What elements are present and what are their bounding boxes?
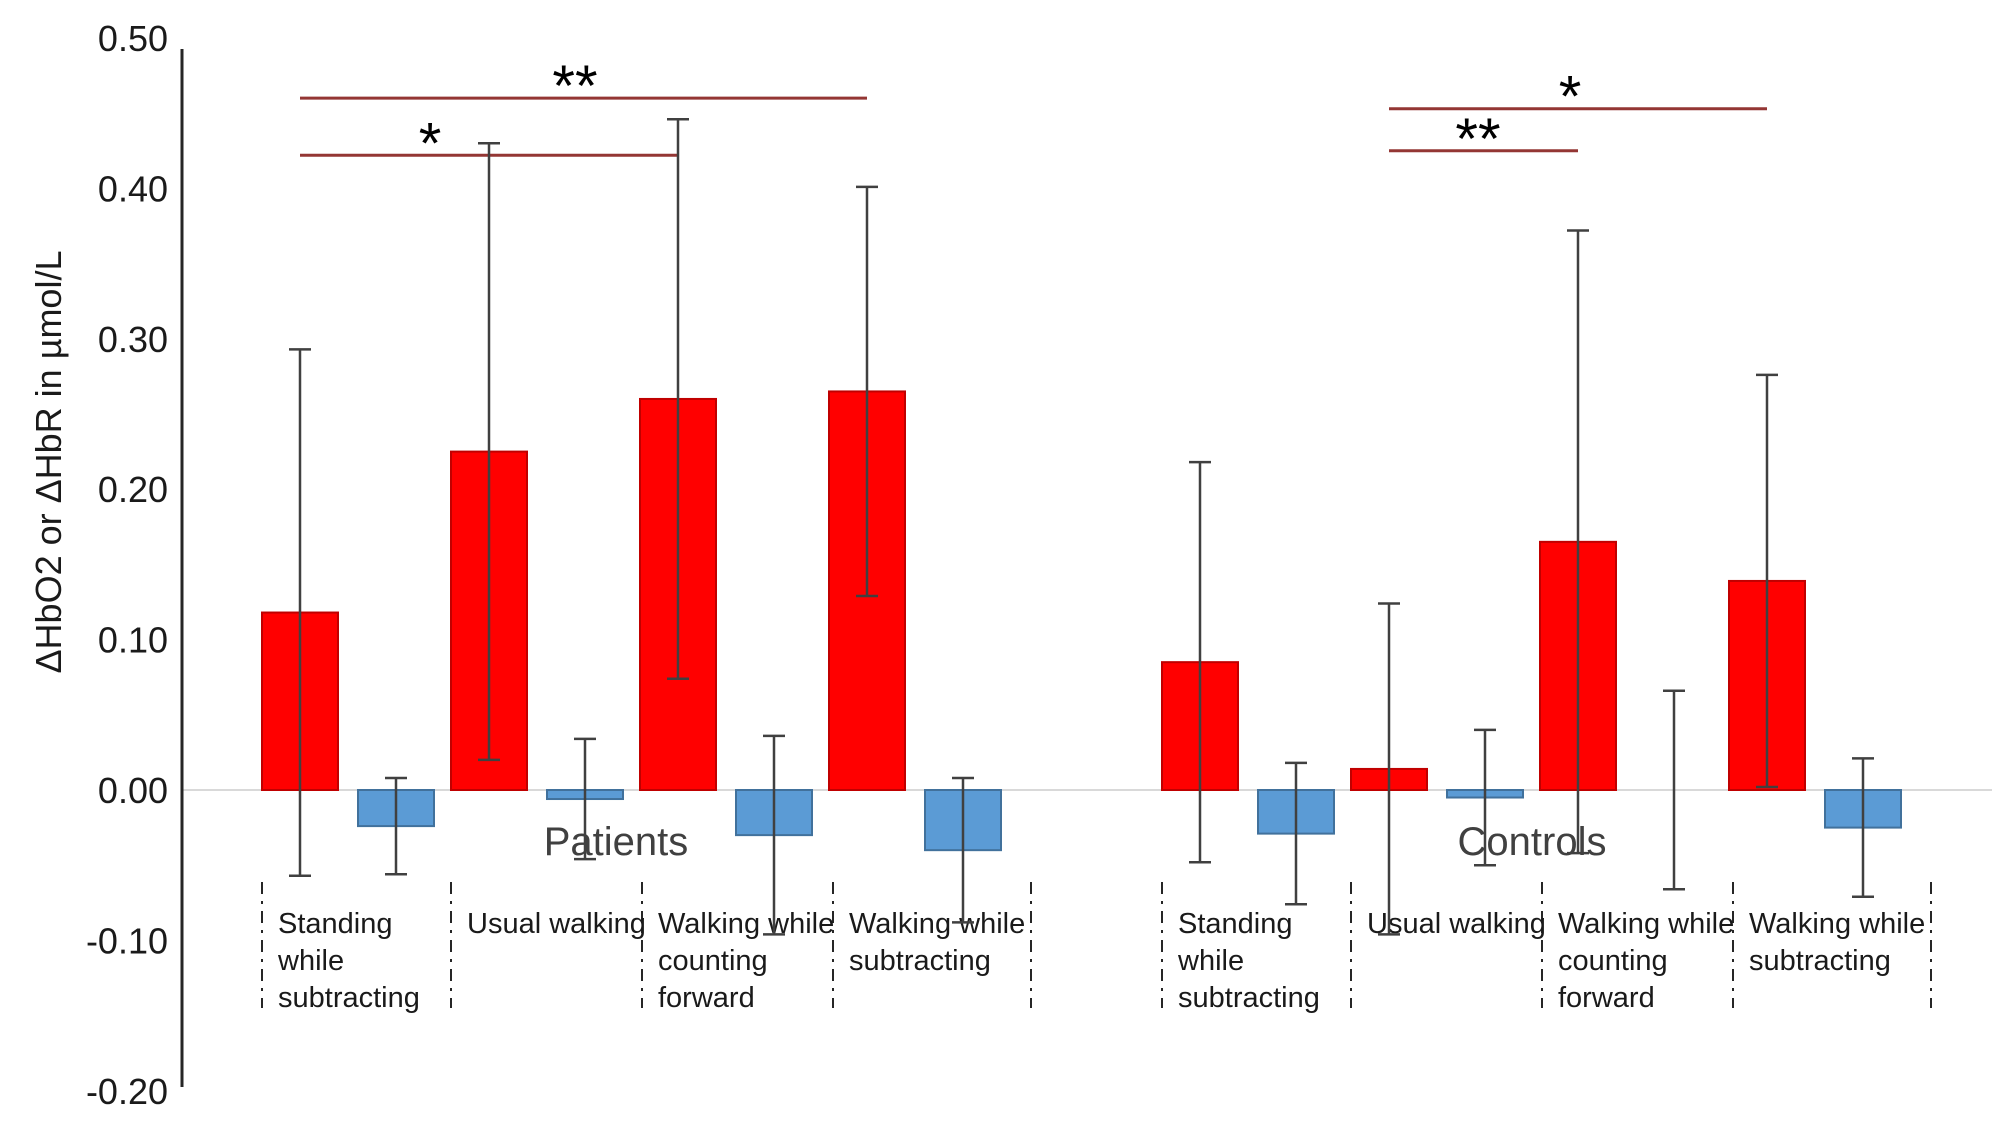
y-tick-label: 0.20 <box>98 469 168 510</box>
y-tick-label: 0.00 <box>98 770 168 811</box>
category-label-line: Walking while <box>1749 908 1925 940</box>
significance-asterisk: ** <box>1455 107 1500 172</box>
category-label-line: subtracting <box>1178 982 1320 1014</box>
category-label-line: while <box>277 945 344 977</box>
category-label-line: Usual walking <box>467 908 646 940</box>
category-label-line: Standing <box>278 908 393 940</box>
group-label-controls: Controls <box>1457 820 1607 864</box>
y-axis-title: ΔHbO2 or ΔHbR in µmol/L <box>28 250 69 674</box>
category-label-line: while <box>1177 945 1244 977</box>
significance-asterisk: * <box>419 111 442 176</box>
category-label-line: Standing <box>1178 908 1293 940</box>
significance-asterisk: ** <box>552 54 597 119</box>
y-tick-label: -0.10 <box>86 920 168 961</box>
y-tick-label: -0.20 <box>86 1071 168 1112</box>
y-tick-label: 0.40 <box>98 168 168 209</box>
y-tick-label: 0.10 <box>98 620 168 661</box>
group-label-patients: Patients <box>543 820 689 864</box>
category-label-line: Walking while <box>1558 908 1734 940</box>
category-label-line: counting <box>658 945 768 977</box>
category-label-line: counting <box>1558 945 1668 977</box>
category-label-line: forward <box>1558 982 1655 1014</box>
category-label-line: forward <box>658 982 755 1014</box>
category-label-line: subtracting <box>849 945 991 977</box>
significance-asterisk: * <box>1559 65 1582 130</box>
category-label-line: subtracting <box>278 982 420 1014</box>
y-tick-label: 0.50 <box>98 18 168 59</box>
category-label-line: subtracting <box>1749 945 1891 977</box>
category-label-line: Walking while <box>658 908 834 940</box>
category-label-line: Walking while <box>849 908 1025 940</box>
y-tick-label: 0.30 <box>98 319 168 360</box>
